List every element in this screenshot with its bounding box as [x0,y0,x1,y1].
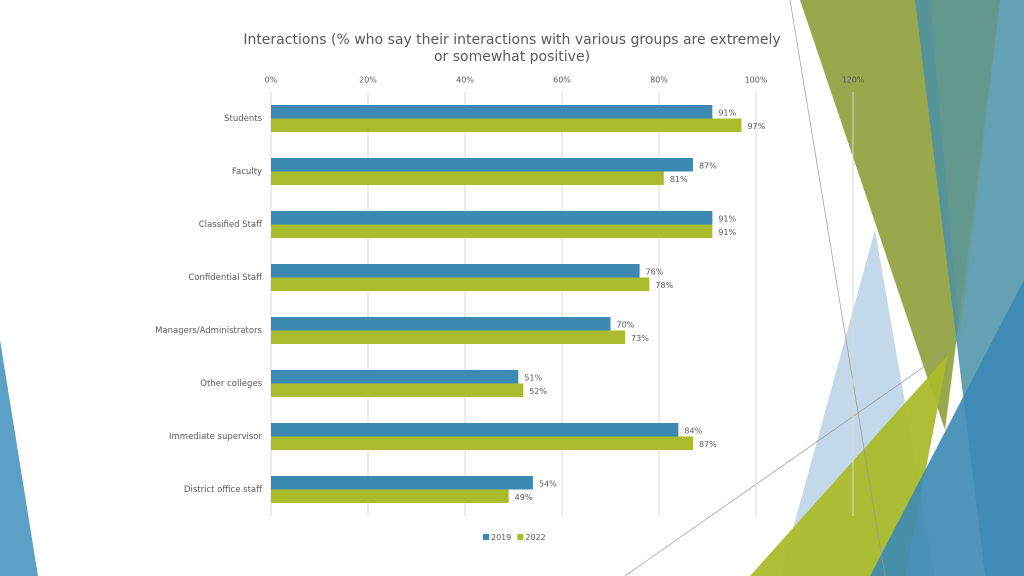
legend-label: 2019 [491,533,511,542]
bar [271,211,713,225]
x-tick-label: 80% [650,76,668,85]
bar [271,423,679,437]
y-tick-label: Students [224,114,262,124]
legend-swatch [483,534,489,540]
value-label: 78% [655,281,673,290]
x-tick-label: 40% [456,76,474,85]
bar [271,105,713,119]
bar [271,489,509,503]
y-tick-label: District office staff [184,485,263,495]
value-label: 91% [718,108,736,117]
value-label: 97% [747,122,765,131]
bar [271,264,640,278]
bar [271,317,611,331]
legend-swatch [517,534,524,540]
legend-label: 2022 [525,533,545,542]
y-tick-label: Faculty [232,167,262,177]
value-label: 49% [515,493,533,502]
value-label: 91% [718,214,736,223]
bar [271,476,533,490]
value-label: 54% [539,479,557,488]
y-tick-label: Classified Staff [199,220,263,230]
bar [271,158,693,172]
value-label: 76% [646,267,664,276]
y-tick-label: Other colleges [200,379,262,389]
value-label: 87% [699,440,717,449]
value-label: 51% [524,373,542,382]
y-tick-label: Immediate supervisor [169,432,262,442]
value-label: 81% [670,175,688,184]
x-tick-label: 60% [553,76,571,85]
x-tick-label: 0% [265,76,278,85]
bar [271,277,650,291]
bar [271,224,713,238]
y-tick-label: Confidential Staff [188,273,263,283]
x-tick-label: 120% [842,76,865,85]
chart-title: Interactions (% who say their interactio… [243,32,781,65]
bar [271,118,742,132]
value-label: 91% [718,228,736,237]
value-label: 70% [617,320,635,329]
bar [271,370,519,384]
x-tick-label: 100% [745,76,768,85]
value-label: 87% [699,161,717,170]
bar [271,171,664,185]
value-label: 84% [684,426,702,435]
value-label: 52% [529,387,547,396]
value-label: 73% [631,334,649,343]
bar [271,330,626,344]
bar [271,383,524,397]
x-tick-label: 20% [359,76,377,85]
bar [271,436,693,450]
y-tick-label: Managers/Administrators [155,326,262,336]
